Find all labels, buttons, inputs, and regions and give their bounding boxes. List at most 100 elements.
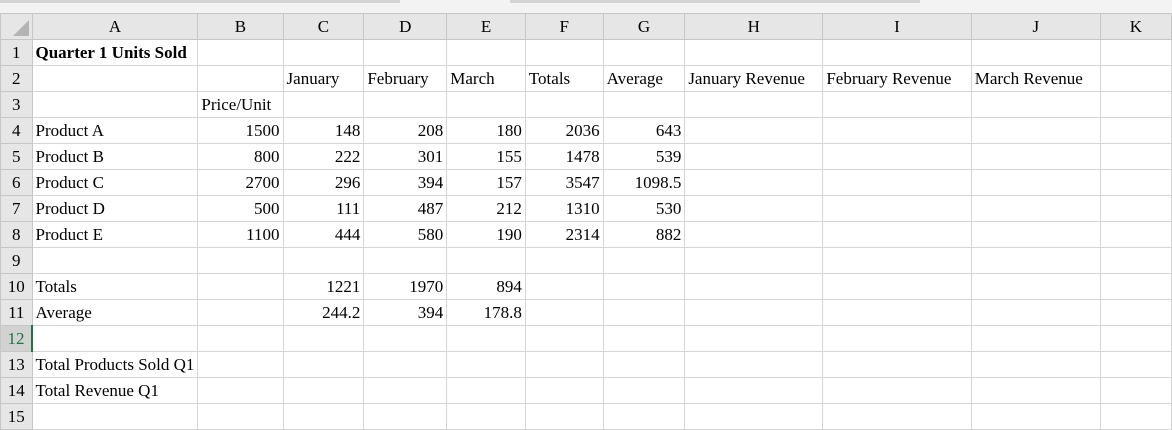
cell-D15[interactable]: [363, 403, 448, 430]
cell-D5[interactable]: 301: [363, 143, 448, 170]
cell-D13[interactable]: [363, 351, 448, 378]
row-header-13[interactable]: 13: [0, 351, 33, 378]
cell-E1[interactable]: [446, 39, 526, 66]
cell-A9[interactable]: [31, 247, 199, 274]
cell-F11[interactable]: [524, 299, 604, 326]
cell-H12[interactable]: [684, 325, 824, 352]
cell-C7[interactable]: 111: [282, 195, 365, 222]
cell-H11[interactable]: [684, 299, 824, 326]
cell-D7[interactable]: 487: [363, 195, 448, 222]
cell-I2[interactable]: February Revenue: [822, 65, 972, 92]
cell-K13[interactable]: [1099, 351, 1172, 378]
cell-E8[interactable]: 190: [446, 221, 526, 248]
row-header-15[interactable]: 15: [0, 403, 33, 430]
cell-F7[interactable]: 1310: [524, 195, 604, 222]
cell-F14[interactable]: [524, 377, 604, 404]
cell-D4[interactable]: 208: [363, 117, 448, 144]
cell-J10[interactable]: [970, 273, 1101, 300]
cell-B10[interactable]: [197, 273, 284, 300]
cell-G14[interactable]: [602, 377, 686, 404]
cell-J7[interactable]: [970, 195, 1101, 222]
cell-C15[interactable]: [282, 403, 365, 430]
cell-F9[interactable]: [524, 247, 604, 274]
cell-D12[interactable]: [363, 325, 448, 352]
cell-A3[interactable]: [31, 91, 199, 118]
cell-J3[interactable]: [970, 91, 1101, 118]
cell-H9[interactable]: [684, 247, 824, 274]
row-header-7[interactable]: 7: [0, 195, 33, 222]
column-header-C[interactable]: C: [282, 13, 365, 40]
cell-C2[interactable]: January: [282, 65, 365, 92]
cell-A8[interactable]: Product E: [31, 221, 199, 248]
cell-G7[interactable]: 530: [602, 195, 686, 222]
cell-J4[interactable]: [970, 117, 1101, 144]
cell-H5[interactable]: [684, 143, 824, 170]
cell-K9[interactable]: [1099, 247, 1172, 274]
cell-G1[interactable]: [602, 39, 686, 66]
cell-B1[interactable]: [197, 39, 284, 66]
cell-C13[interactable]: [282, 351, 365, 378]
row-header-6[interactable]: 6: [0, 169, 33, 196]
row-header-1[interactable]: 1: [0, 39, 33, 66]
cell-F5[interactable]: 1478: [524, 143, 604, 170]
cell-C9[interactable]: [282, 247, 365, 274]
cell-G9[interactable]: [602, 247, 686, 274]
column-header-D[interactable]: D: [363, 13, 448, 40]
cell-K2[interactable]: [1099, 65, 1172, 92]
cell-H2[interactable]: January Revenue: [684, 65, 824, 92]
cell-A14[interactable]: Total Revenue Q1: [31, 377, 199, 404]
cell-K1[interactable]: [1099, 39, 1172, 66]
cell-H4[interactable]: [684, 117, 824, 144]
cell-K10[interactable]: [1099, 273, 1172, 300]
column-header-H[interactable]: H: [684, 13, 824, 40]
cell-I9[interactable]: [822, 247, 972, 274]
cell-I4[interactable]: [822, 117, 972, 144]
cell-D3[interactable]: [363, 91, 448, 118]
column-header-B[interactable]: B: [197, 13, 284, 40]
cell-D11[interactable]: 394: [363, 299, 448, 326]
cell-B11[interactable]: [197, 299, 284, 326]
cell-K3[interactable]: [1099, 91, 1172, 118]
cell-I14[interactable]: [822, 377, 972, 404]
cell-C3[interactable]: [282, 91, 365, 118]
cell-I7[interactable]: [822, 195, 972, 222]
cell-J14[interactable]: [970, 377, 1101, 404]
cell-C1[interactable]: [282, 39, 365, 66]
cell-E6[interactable]: 157: [446, 169, 526, 196]
cell-F6[interactable]: 3547: [524, 169, 604, 196]
cell-B12[interactable]: [197, 325, 284, 352]
cell-C6[interactable]: 296: [282, 169, 365, 196]
cell-D8[interactable]: 580: [363, 221, 448, 248]
cell-G6[interactable]: 1098.5: [602, 169, 686, 196]
cell-G11[interactable]: [602, 299, 686, 326]
cell-J11[interactable]: [970, 299, 1101, 326]
cell-G5[interactable]: 539: [602, 143, 686, 170]
cell-F12[interactable]: [524, 325, 604, 352]
row-header-11[interactable]: 11: [0, 299, 33, 326]
cell-K14[interactable]: [1099, 377, 1172, 404]
cell-K4[interactable]: [1099, 117, 1172, 144]
cell-B7[interactable]: 500: [197, 195, 284, 222]
row-header-10[interactable]: 10: [0, 273, 33, 300]
cell-A13[interactable]: Total Products Sold Q1: [31, 351, 199, 378]
row-header-5[interactable]: 5: [0, 143, 33, 170]
cell-E12[interactable]: [446, 325, 526, 352]
cell-I8[interactable]: [822, 221, 972, 248]
cell-B4[interactable]: 1500: [197, 117, 284, 144]
column-header-A[interactable]: A: [31, 13, 199, 40]
cell-D10[interactable]: 1970: [363, 273, 448, 300]
cell-E15[interactable]: [446, 403, 526, 430]
cell-J12[interactable]: [970, 325, 1101, 352]
cell-C12[interactable]: [282, 325, 365, 352]
cell-I5[interactable]: [822, 143, 972, 170]
cell-H15[interactable]: [684, 403, 824, 430]
row-header-8[interactable]: 8: [0, 221, 33, 248]
cell-H14[interactable]: [684, 377, 824, 404]
cell-E5[interactable]: 155: [446, 143, 526, 170]
cell-G10[interactable]: [602, 273, 686, 300]
cell-B9[interactable]: [197, 247, 284, 274]
cell-I13[interactable]: [822, 351, 972, 378]
cell-F13[interactable]: [524, 351, 604, 378]
cell-J15[interactable]: [970, 403, 1101, 430]
